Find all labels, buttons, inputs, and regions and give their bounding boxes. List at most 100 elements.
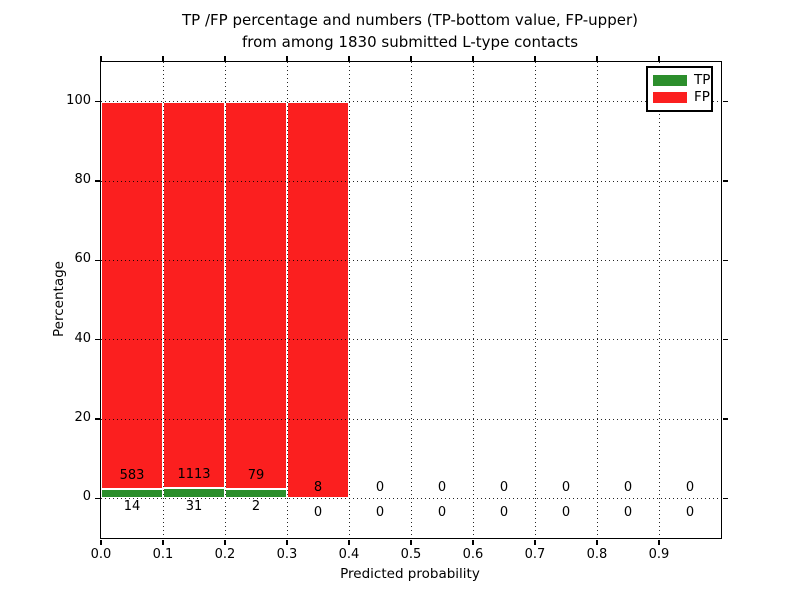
gridline-horizontal bbox=[101, 180, 721, 182]
y-tick-right bbox=[722, 418, 728, 420]
y-tick-right bbox=[722, 100, 728, 103]
fp-bar-segment bbox=[101, 101, 163, 489]
x-tick-bottom bbox=[534, 539, 536, 545]
gridline-horizontal bbox=[101, 339, 721, 341]
tp-legend-label: TP bbox=[694, 71, 711, 88]
y-tick-label: 100 bbox=[66, 92, 91, 108]
x-tick-top bbox=[224, 55, 226, 61]
x-tick-top bbox=[162, 55, 164, 61]
tp-count-label: 0 bbox=[623, 505, 633, 521]
y-tick-label: 80 bbox=[74, 172, 91, 187]
fp-bar-segment bbox=[287, 101, 349, 499]
gridline-vertical bbox=[596, 62, 598, 538]
gridline-vertical bbox=[286, 62, 288, 538]
y-tick-label: 0 bbox=[82, 489, 91, 505]
x-tick-top bbox=[286, 55, 288, 61]
tp-count-label: 2 bbox=[251, 499, 261, 515]
y-tick-right bbox=[722, 497, 728, 500]
tp-count-label: 0 bbox=[313, 505, 323, 521]
fp-count-label: 583 bbox=[119, 468, 145, 484]
x-tick-bottom bbox=[596, 539, 598, 545]
x-tick-bottom bbox=[472, 539, 474, 545]
y-tick-left bbox=[94, 497, 100, 500]
y-tick-left bbox=[94, 259, 100, 262]
tp-legend-swatch bbox=[653, 74, 687, 86]
gridline-vertical bbox=[534, 62, 536, 538]
tp-bar-segment bbox=[163, 487, 225, 499]
chart-title-line1: TP /FP percentage and numbers (TP-bottom… bbox=[182, 11, 638, 29]
tp-count-label: 31 bbox=[185, 499, 203, 515]
y-tick-right bbox=[722, 259, 728, 262]
fp-legend-swatch bbox=[653, 92, 687, 104]
x-tick-top bbox=[100, 55, 102, 61]
gridline-vertical bbox=[472, 62, 474, 538]
tp-count-label: 0 bbox=[437, 505, 447, 521]
x-tick-label: 0.1 bbox=[152, 547, 174, 562]
fp-count-label: 0 bbox=[437, 479, 447, 495]
x-tick-bottom bbox=[100, 539, 102, 545]
x-tick-label: 0.2 bbox=[214, 547, 236, 562]
fp-count-label: 0 bbox=[499, 479, 509, 495]
y-tick-right bbox=[722, 338, 728, 341]
tp-count-label: 0 bbox=[561, 505, 571, 521]
x-tick-bottom bbox=[286, 539, 288, 545]
x-tick-label: 0.6 bbox=[462, 547, 484, 562]
tp-count-label: 0 bbox=[499, 505, 509, 521]
fp-legend-label: FP bbox=[694, 88, 710, 105]
fp-bar-segment bbox=[225, 101, 287, 489]
x-tick-bottom bbox=[348, 539, 350, 545]
x-axis-label: Predicted probability bbox=[340, 566, 480, 582]
x-tick-label: 0.7 bbox=[524, 547, 546, 562]
y-tick-right bbox=[722, 180, 728, 182]
fp-count-label: 79 bbox=[247, 467, 265, 483]
x-tick-label: 0.0 bbox=[90, 547, 112, 562]
x-tick-label: 0.9 bbox=[648, 547, 670, 562]
x-tick-bottom bbox=[410, 539, 412, 545]
fp-count-label: 1113 bbox=[177, 466, 211, 482]
x-tick-label: 0.5 bbox=[400, 547, 422, 562]
x-tick-bottom bbox=[162, 539, 164, 545]
x-tick-top bbox=[658, 55, 660, 61]
x-tick-label: 0.3 bbox=[276, 547, 298, 562]
x-tick-label: 0.4 bbox=[338, 547, 360, 562]
y-axis-label: Percentage bbox=[51, 261, 67, 337]
x-tick-top bbox=[472, 55, 474, 61]
gridline-vertical bbox=[162, 62, 164, 538]
fp-count-label: 0 bbox=[685, 479, 695, 495]
legend: TP FP bbox=[646, 66, 713, 112]
x-tick-bottom bbox=[224, 539, 226, 545]
x-tick-label: 0.8 bbox=[586, 547, 608, 562]
legend-row-fp: FP bbox=[653, 90, 710, 105]
x-tick-top bbox=[596, 55, 598, 61]
gridline-horizontal bbox=[101, 497, 721, 499]
y-tick-left bbox=[94, 100, 100, 103]
x-tick-bottom bbox=[658, 539, 660, 545]
fp-bar-segment bbox=[163, 101, 225, 488]
y-tick-label: 60 bbox=[74, 251, 91, 267]
chart-title-line2: from among 1830 submitted L-type contact… bbox=[241, 33, 579, 51]
fp-count-label: 0 bbox=[623, 479, 633, 495]
y-tick-label: 20 bbox=[74, 410, 91, 425]
y-tick-left bbox=[94, 338, 100, 341]
gridline-horizontal bbox=[101, 101, 721, 103]
gridline-vertical bbox=[410, 62, 412, 538]
gridline-horizontal bbox=[101, 418, 721, 420]
tp-count-label: 0 bbox=[375, 505, 385, 521]
gridline-vertical bbox=[658, 62, 660, 538]
tp-count-label: 0 bbox=[685, 505, 695, 521]
legend-row-tp: TP bbox=[653, 73, 710, 88]
gridline-horizontal bbox=[101, 259, 721, 261]
fp-count-label: 0 bbox=[375, 479, 385, 495]
gridline-vertical bbox=[348, 62, 350, 538]
chart-title: TP /FP percentage and numbers (TP-bottom… bbox=[20, 9, 800, 53]
gridline-vertical bbox=[224, 62, 226, 538]
tp-count-label: 14 bbox=[123, 499, 141, 515]
x-tick-top bbox=[410, 55, 412, 61]
fp-count-label: 0 bbox=[561, 479, 571, 495]
y-tick-left bbox=[94, 418, 100, 420]
y-tick-label: 40 bbox=[74, 330, 91, 346]
x-tick-top bbox=[534, 55, 536, 61]
plot-area: 583 14 1113 31 79 2 8 0 0 0 0 0 0 0 0 0 0 0 0 0 0.0 0.1 0.2 0.… bbox=[66, 55, 728, 562]
x-tick-top bbox=[348, 55, 350, 61]
